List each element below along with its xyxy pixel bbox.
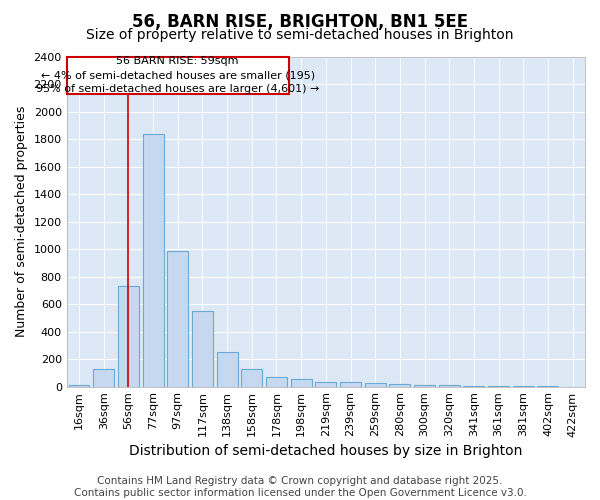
Bar: [192, 311, 213, 386]
Bar: [414, 384, 435, 386]
FancyBboxPatch shape: [67, 56, 289, 94]
Bar: [167, 251, 188, 386]
Bar: [118, 286, 139, 386]
Bar: [316, 382, 337, 386]
Bar: [340, 382, 361, 386]
Bar: [68, 384, 89, 386]
Bar: [143, 134, 164, 386]
X-axis label: Distribution of semi-detached houses by size in Brighton: Distribution of semi-detached houses by …: [129, 444, 523, 458]
Bar: [290, 379, 311, 386]
Bar: [439, 385, 460, 386]
Bar: [241, 368, 262, 386]
Bar: [266, 377, 287, 386]
Text: 56 BARN RISE: 59sqm
← 4% of semi-detached houses are smaller (195)
95% of semi-d: 56 BARN RISE: 59sqm ← 4% of semi-detache…: [36, 56, 319, 94]
Text: Size of property relative to semi-detached houses in Brighton: Size of property relative to semi-detach…: [86, 28, 514, 42]
Bar: [365, 383, 386, 386]
Text: Contains HM Land Registry data © Crown copyright and database right 2025.
Contai: Contains HM Land Registry data © Crown c…: [74, 476, 526, 498]
Bar: [93, 370, 114, 386]
Text: 56, BARN RISE, BRIGHTON, BN1 5EE: 56, BARN RISE, BRIGHTON, BN1 5EE: [132, 12, 468, 30]
Y-axis label: Number of semi-detached properties: Number of semi-detached properties: [15, 106, 28, 337]
Bar: [389, 384, 410, 386]
Bar: [217, 352, 238, 386]
